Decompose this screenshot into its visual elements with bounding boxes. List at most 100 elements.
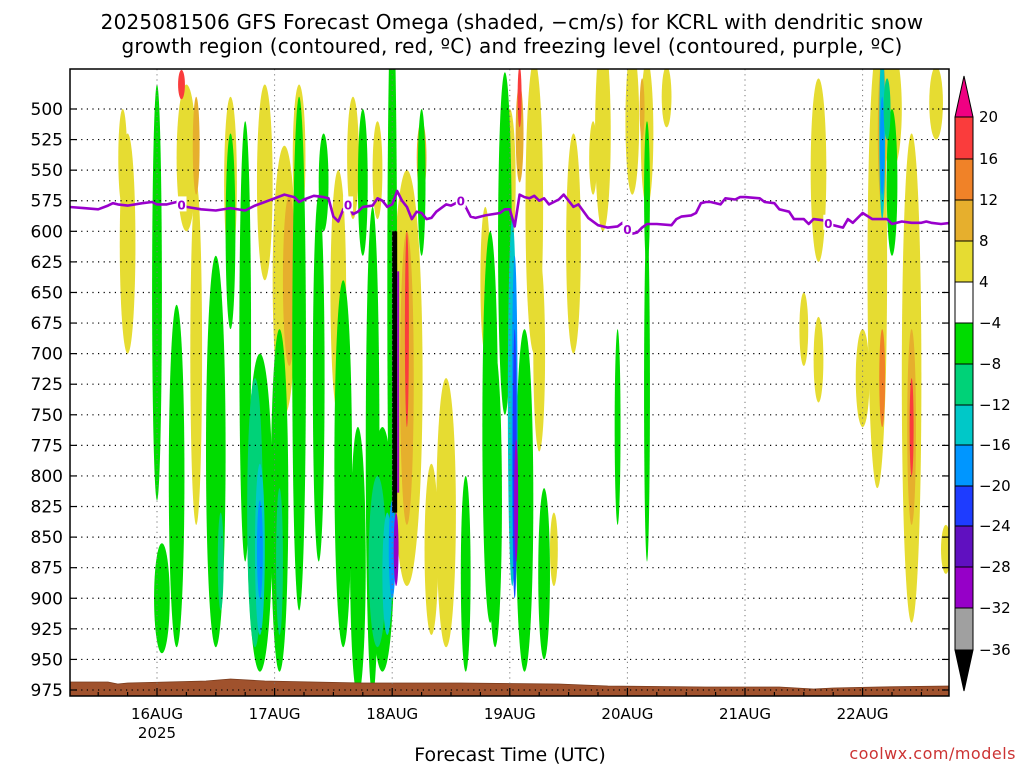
- x-tick-label: 22AUG: [837, 705, 889, 723]
- omega-patch: [929, 69, 943, 140]
- x-tick-label: 18AUG: [366, 705, 418, 723]
- colorbar-label: −36: [979, 641, 1011, 659]
- omega-patch: [292, 96, 306, 611]
- omega-patch: [517, 69, 522, 128]
- colorbar-label: −32: [979, 599, 1011, 617]
- colorbar-segment: [954, 566, 974, 609]
- y-tick-label: 750: [31, 406, 63, 426]
- omega-core-edge: [397, 271, 400, 493]
- omega-patch: [154, 543, 170, 654]
- omega-patch: [393, 512, 399, 587]
- colorbar-segment: [954, 363, 974, 406]
- freezing-label-bg: [622, 220, 633, 236]
- colorbar-segment: [954, 607, 974, 651]
- y-tick-label: 825: [31, 498, 63, 518]
- y-tick-label: 850: [31, 528, 63, 548]
- y-tick-label: 800: [31, 467, 63, 487]
- omega-patch: [256, 500, 263, 599]
- omega-patch: [225, 133, 236, 330]
- omega-patch: [217, 512, 224, 611]
- omega-patch: [178, 69, 185, 100]
- omega-patch: [436, 378, 456, 648]
- omega-patch: [625, 69, 640, 195]
- surface-band: [70, 678, 949, 696]
- surface-terrain: [70, 678, 949, 696]
- y-tick-label: 650: [31, 283, 63, 303]
- omega-patch: [488, 353, 502, 648]
- y-tick-label: 775: [31, 436, 63, 456]
- colorbar-label: −4: [979, 314, 1001, 332]
- omega-patch: [595, 69, 611, 232]
- freezing-level-label: 0: [177, 198, 185, 212]
- y-tick-label: 875: [31, 559, 63, 579]
- colorbar-segment: [954, 485, 974, 527]
- grid-lines: [70, 69, 949, 696]
- omega-patch: [312, 194, 325, 562]
- omega-patch: [424, 463, 439, 635]
- colorbar-cap-high: [954, 75, 974, 118]
- x-tick-label: 19AUG: [484, 705, 536, 723]
- freezing-label-bg: [823, 214, 834, 230]
- colorbar-segment: [954, 240, 974, 283]
- colorbar-segment: [954, 404, 974, 446]
- omega-patch: [614, 329, 621, 525]
- colorbar-label: 4: [979, 273, 989, 291]
- omega-patch: [357, 109, 368, 256]
- colorbar-segment: [954, 158, 974, 201]
- omega-patch: [810, 78, 827, 262]
- y-tick-label: 700: [31, 345, 63, 365]
- omega-patch: [566, 133, 581, 354]
- colorbar-label: −28: [979, 558, 1011, 576]
- freezing-label-bg: [343, 196, 354, 212]
- omega-patch: [276, 488, 283, 635]
- y-tick-label: 525: [31, 131, 63, 151]
- freezing-level-label: 0: [457, 195, 465, 209]
- x-tick-label: 17AUG: [249, 705, 301, 723]
- y-tick-label: 500: [31, 100, 63, 120]
- y-tick-label: 725: [31, 375, 63, 395]
- freezing-level-contour: 0 0 0 0 0: [70, 189, 949, 237]
- omega-patch: [515, 84, 524, 183]
- omega-patch: [368, 475, 387, 648]
- colorbar-label: 20: [979, 108, 998, 126]
- x-tick-label: 21AUG: [719, 705, 771, 723]
- omega-patch: [176, 84, 197, 232]
- y-tick-label: 550: [31, 161, 63, 181]
- omega-patch: [644, 219, 650, 562]
- y-tick-label: 625: [31, 253, 63, 273]
- omega-patch: [909, 378, 914, 476]
- omega-patch: [192, 96, 200, 195]
- colorbar-segment: [954, 281, 974, 324]
- x-axis-label: Forecast Time (UTC): [414, 744, 606, 766]
- y-tick-label: 925: [31, 620, 63, 640]
- colorbar-label: −20: [979, 477, 1011, 495]
- colorbar-label: −24: [979, 517, 1011, 535]
- omega-patch: [879, 329, 886, 428]
- colorbar-segment: [954, 116, 974, 160]
- omega-patch: [334, 280, 353, 648]
- y-tick-label: 600: [31, 222, 63, 242]
- omega-patch: [515, 329, 534, 672]
- colorbar-label: 12: [979, 191, 998, 209]
- y-axis: 500 525 550 575 600 625 650 675 700 725 750 775 800 8…: [31, 100, 949, 701]
- chart-title-line1: 2025081506 GFS Forecast Omega (shaded, −…: [100, 10, 924, 34]
- omega-patch: [404, 231, 409, 428]
- omega-patch: [460, 475, 471, 672]
- omega-patch: [256, 84, 273, 281]
- colorbar: −36 −32 −28 −24 −20 −16 −12 −8 −4 4 8 12 16 20: [954, 75, 1011, 692]
- colorbar-label: −16: [979, 436, 1011, 454]
- y-tick-label: 575: [31, 192, 63, 212]
- colorbar-segment: [954, 444, 974, 487]
- y-tick-label: 675: [31, 314, 63, 334]
- omega-patch: [549, 512, 558, 587]
- colorbar-label: 16: [979, 150, 998, 168]
- omega-patch: [417, 109, 426, 256]
- y-tick-label: 950: [31, 650, 63, 670]
- omega-patch: [152, 84, 162, 501]
- omega-patch: [886, 109, 898, 256]
- omega-patch: [883, 78, 891, 140]
- omega-patch: [533, 255, 546, 452]
- chart-title-line2: growth region (contoured, red, ºC) and f…: [121, 34, 903, 58]
- omega-shading: [118, 69, 949, 696]
